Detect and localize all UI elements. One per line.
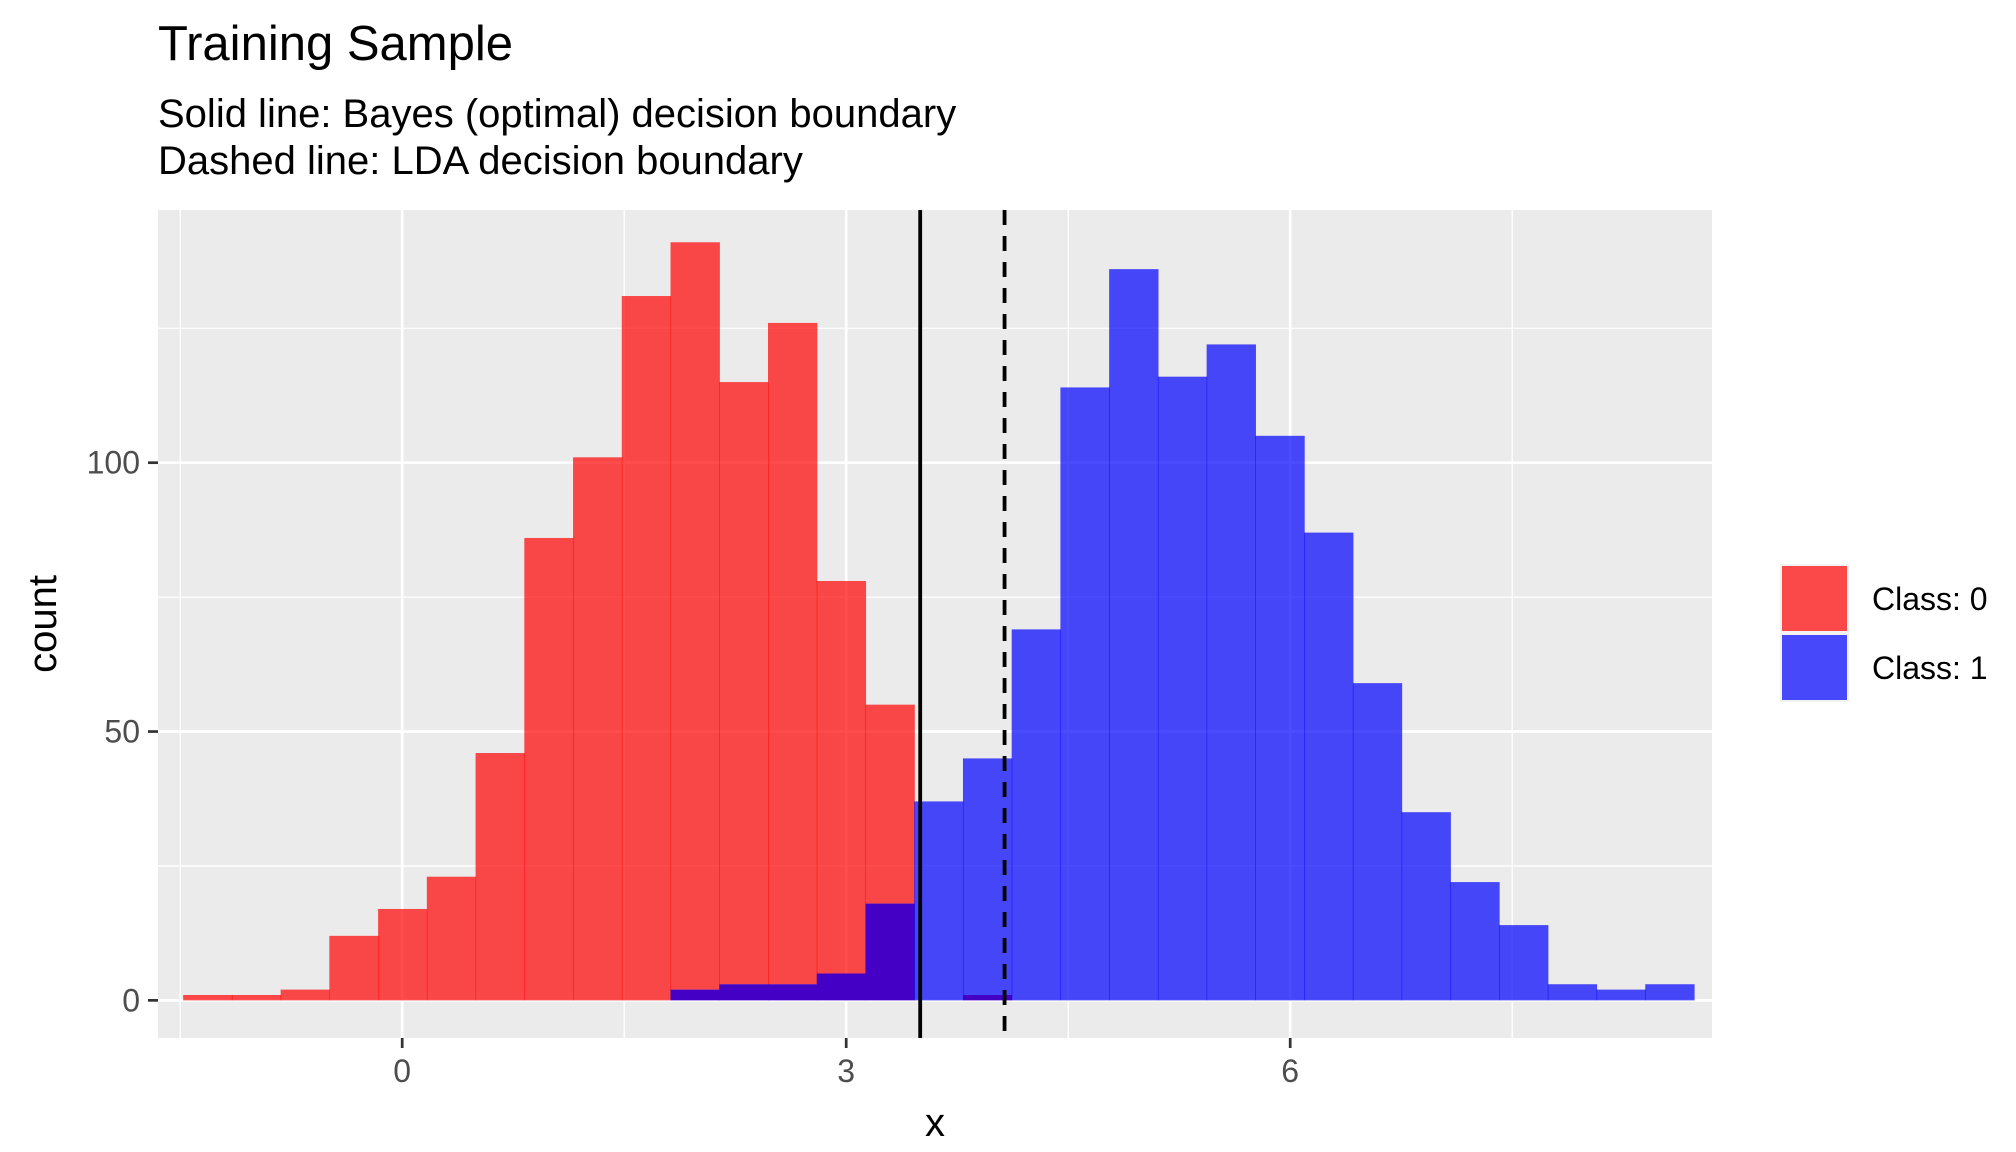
legend-label: Class: 1 (1872, 650, 1988, 686)
bar-class-0 (621, 296, 672, 1001)
decision-boundaries (918, 210, 1007, 1038)
legend-label: Class: 0 (1872, 581, 1988, 617)
bar-class-0 (426, 876, 477, 1001)
chart-title: Training Sample (158, 17, 513, 71)
bar-class-1 (1499, 925, 1549, 1001)
bar-class-1 (962, 758, 1013, 995)
bar-class-1 (1401, 812, 1451, 1001)
bar-overlap (670, 989, 720, 1001)
legend-key-swatch (1782, 635, 1847, 700)
bar-class-1 (1645, 984, 1695, 1001)
x-tick-label: 0 (393, 1053, 411, 1089)
bar-class-1 (1596, 989, 1646, 1001)
bar-class-1 (1352, 683, 1403, 1001)
bar-class-0 (816, 580, 867, 974)
histogram-bars (183, 242, 1695, 1001)
bar-class-0 (719, 382, 769, 985)
y-axis: 0 50 100 (87, 445, 158, 1018)
chart-subtitle-line-1: Solid line: Bayes (optimal) decision bou… (158, 92, 956, 136)
bar-overlap (719, 984, 769, 1001)
bar-class-0 (378, 908, 428, 1001)
legend: Class: 0 Class: 1 (1780, 564, 1988, 702)
bar-overlap (865, 903, 915, 1001)
bar-overlap (962, 994, 1013, 1001)
y-axis-title: count (21, 575, 65, 673)
bar-class-1 (1255, 435, 1305, 1001)
y-tick-label: 50 (104, 714, 140, 750)
x-tick-label: 3 (837, 1053, 855, 1089)
bar-class-0 (183, 994, 233, 1001)
bar-class-0 (280, 989, 330, 1001)
bar-class-0 (573, 457, 623, 1001)
y-tick-label: 100 (87, 445, 140, 481)
bar-class-1 (1109, 269, 1159, 1001)
bar-class-1 (1547, 984, 1598, 1001)
bar-class-1 (914, 801, 964, 1001)
bar-class-0 (767, 322, 818, 985)
bar-class-1 (1011, 629, 1062, 1001)
x-axis: 0 3 6 (393, 1038, 1299, 1089)
bar-class-0 (475, 753, 525, 1001)
x-axis-title: x (925, 1101, 945, 1145)
bar-overlap (816, 973, 867, 1001)
bar-overlap (767, 984, 818, 1001)
bar-class-0 (670, 242, 720, 990)
bar-class-1 (1060, 387, 1110, 1001)
bar-class-0 (865, 704, 915, 904)
bar-class-1 (1206, 344, 1256, 1001)
chart-subtitle-line-2: Dashed line: LDA decision boundary (158, 139, 803, 183)
legend-key-swatch (1782, 566, 1847, 631)
bar-class-1 (1304, 532, 1354, 1001)
bar-class-1 (1157, 376, 1208, 1001)
bar-class-1 (1450, 882, 1500, 1001)
bar-class-0 (231, 994, 282, 1001)
y-tick-label: 0 (122, 982, 140, 1018)
x-tick-label: 6 (1281, 1053, 1299, 1089)
bar-class-0 (329, 935, 379, 1001)
bar-class-0 (524, 537, 574, 1001)
